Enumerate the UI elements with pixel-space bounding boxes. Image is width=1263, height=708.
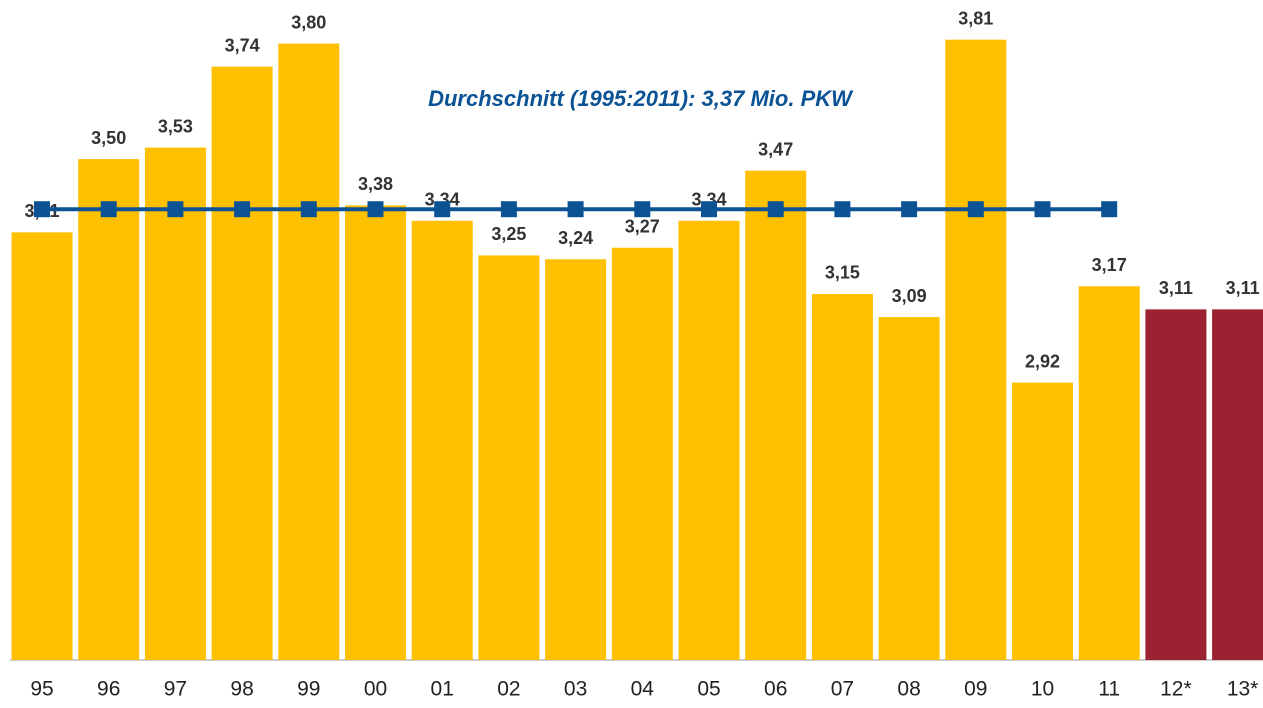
x-tick-label: 05 — [697, 678, 720, 701]
average-marker — [1034, 201, 1051, 218]
bar — [78, 159, 140, 660]
value-label: 3,11 — [1159, 278, 1193, 298]
x-tick-label: 00 — [364, 678, 387, 701]
value-label: 2,92 — [1025, 351, 1060, 371]
average-marker — [34, 201, 50, 218]
average-marker — [767, 201, 784, 218]
bar — [211, 66, 273, 661]
value-label: 3,80 — [291, 12, 326, 32]
bar — [11, 232, 73, 660]
x-tick-label: 11 — [1098, 678, 1120, 701]
bar — [945, 39, 1007, 661]
value-label: 3,50 — [91, 128, 126, 148]
average-marker — [834, 201, 851, 218]
bar — [144, 147, 206, 660]
value-label: 3,34 — [425, 190, 460, 210]
value-label: 3,38 — [358, 174, 393, 194]
bar — [878, 317, 940, 660]
value-label: 3,47 — [758, 139, 793, 159]
x-tick-label: 99 — [297, 678, 320, 701]
average-marker — [167, 201, 184, 218]
average-marker — [967, 201, 984, 218]
average-marker — [567, 201, 584, 218]
value-label: 3,25 — [491, 224, 526, 244]
bar — [611, 247, 673, 660]
value-label: 3,17 — [1092, 255, 1127, 275]
bar — [1145, 309, 1207, 660]
bar — [345, 205, 406, 660]
x-tick-label: 08 — [897, 678, 920, 701]
value-label: 3,24 — [558, 228, 593, 248]
bar — [811, 293, 873, 660]
x-tick-label: 13* — [1227, 678, 1259, 701]
bar — [411, 220, 473, 660]
average-marker — [367, 201, 384, 218]
value-label: 3,27 — [625, 216, 660, 236]
x-tick-label: 02 — [497, 678, 520, 701]
x-tick-label: 06 — [764, 678, 787, 701]
bar — [278, 43, 340, 660]
value-label: 3,11 — [1226, 278, 1260, 298]
average-marker — [701, 201, 717, 218]
value-label: 3,15 — [825, 263, 860, 283]
x-tick-label: 03 — [564, 678, 587, 701]
average-marker — [100, 201, 117, 218]
average-label: Durchschnitt (1995:2011): 3,37 Mio. PKW — [428, 86, 854, 111]
x-tick-label: 12* — [1160, 678, 1192, 701]
x-tick-label: 96 — [97, 678, 120, 701]
bar — [545, 259, 607, 660]
average-marker — [300, 201, 317, 218]
average-marker — [634, 201, 651, 218]
x-tick-label: 95 — [30, 678, 53, 701]
value-label: 3,74 — [225, 35, 260, 55]
average-marker — [434, 201, 451, 218]
value-label: 3,09 — [892, 286, 927, 306]
bar — [478, 255, 540, 661]
bar — [1012, 382, 1073, 660]
x-tick-label: 04 — [631, 678, 655, 701]
x-tick-label: 10 — [1031, 678, 1054, 701]
average-marker — [500, 201, 517, 218]
value-label: 3,53 — [158, 116, 193, 136]
average-marker — [234, 201, 251, 218]
average-marker — [1101, 201, 1118, 218]
x-tick-label: 09 — [964, 678, 987, 701]
average-marker — [901, 201, 918, 218]
x-tick-label: 97 — [164, 678, 187, 701]
bar — [1078, 286, 1140, 660]
x-tick-label: 98 — [230, 678, 253, 701]
bar — [1212, 309, 1263, 660]
bar — [745, 170, 807, 661]
x-tick-label: 01 — [431, 678, 454, 701]
x-tick-label: 07 — [831, 678, 854, 701]
value-label: 3,34 — [691, 190, 726, 210]
bar — [678, 220, 740, 660]
value-label: 3,81 — [958, 8, 993, 28]
